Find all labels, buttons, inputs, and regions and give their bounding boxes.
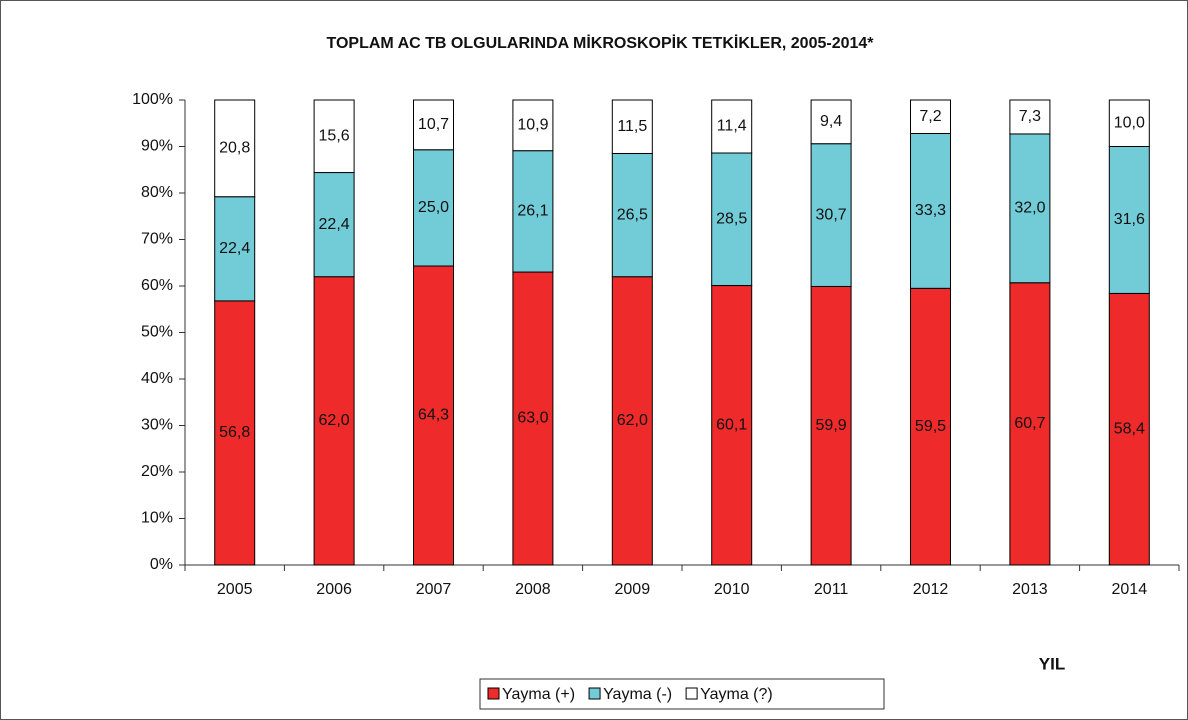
data-label: 58,4 xyxy=(1114,420,1145,437)
data-label: 33,3 xyxy=(915,202,946,219)
bar-segment xyxy=(1009,99,1051,135)
bar-segment xyxy=(910,99,951,134)
x-tick-label: 2005 xyxy=(217,581,253,598)
data-label: 63,0 xyxy=(517,410,548,427)
data-label: 22,4 xyxy=(219,240,250,257)
bar-segment xyxy=(910,132,951,289)
data-label: 20,8 xyxy=(219,140,250,157)
x-tick-label: 2007 xyxy=(416,581,452,598)
x-tick-label: 2008 xyxy=(515,581,551,598)
x-tick-label: 2012 xyxy=(913,581,949,598)
bar-segment xyxy=(313,276,355,566)
data-label: 22,4 xyxy=(319,216,350,233)
legend-swatch xyxy=(588,687,601,700)
data-label: 26,5 xyxy=(617,206,648,223)
bar-segment xyxy=(810,285,852,566)
bar-segment xyxy=(810,99,852,145)
data-label: 62,0 xyxy=(617,412,648,429)
bar-segment xyxy=(512,150,554,273)
y-tick-label: 20% xyxy=(141,463,173,480)
y-tick-label: 100% xyxy=(132,91,173,108)
bar-segment xyxy=(711,99,753,154)
data-label: 15,6 xyxy=(319,127,350,144)
legend-label: Yayma (+) xyxy=(502,686,575,703)
x-tick-label: 2014 xyxy=(1112,581,1148,598)
y-tick-label: 90% xyxy=(141,138,173,155)
x-tick-label: 2013 xyxy=(1012,581,1048,598)
x-tick-label: 2010 xyxy=(714,581,750,598)
y-tick-label: 30% xyxy=(141,417,173,434)
data-label: 31,6 xyxy=(1114,211,1145,228)
data-label: 60,7 xyxy=(1014,415,1045,432)
y-tick-label: 80% xyxy=(141,184,173,201)
bar-segment xyxy=(611,276,653,566)
data-label: 11,5 xyxy=(617,118,647,135)
data-label: 10,9 xyxy=(517,117,548,134)
data-label: 28,5 xyxy=(716,210,747,227)
legend-swatch xyxy=(487,687,500,700)
data-label: 30,7 xyxy=(816,206,847,223)
legend-box xyxy=(479,678,885,710)
data-label: 9,4 xyxy=(820,113,842,130)
bar-segment xyxy=(512,271,554,566)
bar-segment xyxy=(1108,99,1150,147)
bar-segment xyxy=(1009,133,1051,284)
bar-segment xyxy=(711,285,753,566)
data-label: 11,4 xyxy=(717,118,747,135)
y-tick-label: 60% xyxy=(141,277,173,294)
bar-segment xyxy=(1108,292,1150,566)
data-label: 10,7 xyxy=(418,116,449,133)
x-tick-label: 2006 xyxy=(316,581,352,598)
x-tick-label: 2009 xyxy=(615,581,651,598)
y-tick-label: 10% xyxy=(141,510,173,527)
bar-segment xyxy=(910,287,951,566)
data-label: 60,1 xyxy=(716,416,747,433)
y-tick-label: 50% xyxy=(141,324,173,341)
y-tick-label: 40% xyxy=(141,370,173,387)
y-tick-label: 0% xyxy=(150,556,173,573)
bar-segment xyxy=(1009,282,1051,566)
bar-segment xyxy=(413,99,454,151)
bar-segment xyxy=(711,152,753,287)
data-label: 32,0 xyxy=(1014,200,1045,217)
bar-segment xyxy=(313,99,355,174)
data-label: 7,2 xyxy=(919,108,941,125)
bar-segment xyxy=(1108,146,1150,294)
data-label: 62,0 xyxy=(319,412,350,429)
data-label: 56,8 xyxy=(219,424,250,441)
data-label: 59,5 xyxy=(915,418,946,435)
x-axis-label: YIL xyxy=(1039,654,1065,673)
legend-swatch xyxy=(685,687,698,700)
legend-label: Yayma (?) xyxy=(700,686,773,703)
data-label: 10,0 xyxy=(1114,114,1145,131)
bar-segment xyxy=(810,143,852,287)
data-label: 64,3 xyxy=(418,407,449,424)
bar-segment xyxy=(313,172,355,278)
data-label: 25,0 xyxy=(418,199,449,216)
y-tick-label: 70% xyxy=(141,231,173,248)
legend-label: Yayma (-) xyxy=(603,686,672,703)
x-tick-label: 2011 xyxy=(814,581,849,598)
bar-segment xyxy=(214,99,256,198)
bar-segment xyxy=(611,152,653,278)
chart-title: TOPLAM AC TB OLGULARINDA MİKROSKOPİK TET… xyxy=(326,34,874,52)
bar-segment xyxy=(512,99,554,152)
bar-segment xyxy=(611,99,653,154)
data-label: 7,3 xyxy=(1019,108,1041,125)
data-label: 59,9 xyxy=(816,417,847,434)
bar-segment xyxy=(413,149,454,267)
data-label: 26,1 xyxy=(517,203,548,220)
bar-segment xyxy=(413,265,454,566)
